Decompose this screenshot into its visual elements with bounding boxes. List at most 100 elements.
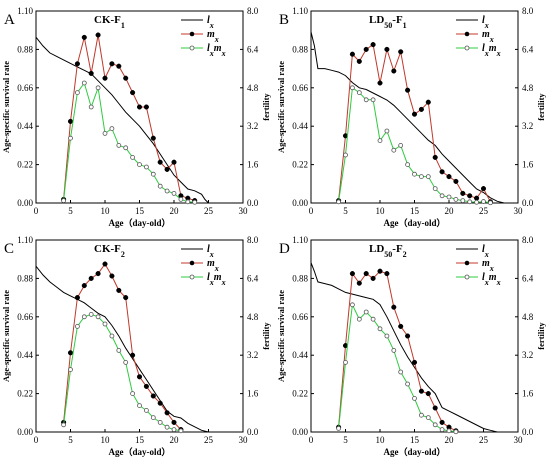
lxmx-point [150,415,156,421]
series-line-lxmx [338,303,456,433]
mx-point [157,159,163,165]
panel-letter: A [4,12,15,28]
lxmx-point [68,135,73,141]
x-tick-label: 5 [68,206,73,216]
y-left-axis-title: Age-specific survival rate [276,61,286,153]
mx-point [398,323,404,329]
x-axis-title: Age（day-old） [108,218,170,228]
y-left-tick-label: 0.44 [292,121,308,131]
legend-marker-lxmx [189,45,195,51]
y-right-tick-label: 4.8 [247,312,259,322]
legend-label-lx: lx [482,15,489,30]
lxmx-point [481,199,486,204]
y-right-tick-label: 0.0 [522,198,534,208]
lxmx-point [143,164,149,170]
y-left-tick-label: 0.00 [17,198,33,208]
y-left-axis-title: Age-specific survival rate [1,290,11,382]
mx-point [363,271,369,277]
mx-point [150,393,156,399]
y-left-tick-label: 1.10 [17,235,33,245]
lxmx-point [185,199,191,205]
panel-D: D LD50-F2 0 5 10 15 20 25 30 0.00 0.22 0.44 0.66 0.88… [276,235,546,457]
x-tick-label: 10 [376,435,386,445]
lxmx-point [370,316,376,322]
mx-point [398,49,404,55]
legend-marker-lxmx [464,274,470,280]
mx-point [123,75,129,81]
lxmx-point [453,196,459,202]
lxmx-point [88,104,94,110]
lxmx-point [336,199,342,205]
mx-point [164,166,170,172]
lxmx-point [384,128,390,134]
lxmx-point [75,90,80,95]
x-axis-title: Age（day-old） [383,218,445,228]
lxmx-point [123,145,129,151]
lxmx-point [130,391,136,397]
x-tick-label: 30 [514,435,524,445]
x-tick-label: 5 [68,435,73,445]
lxmx-point [95,314,101,320]
y-left-tick-label: 0.00 [17,427,33,437]
lxmx-point [171,427,177,433]
x-tick-label: 30 [239,435,249,445]
mx-point [164,410,170,416]
lxmx-point [349,85,355,91]
x-axis-title: Age（day-old） [108,447,170,457]
x-tick-label: 15 [410,435,420,445]
lxmx-point [412,395,417,401]
lxmx-point [157,183,163,189]
lxmx-point [61,422,66,428]
lxmx-point [164,188,170,194]
mx-point [425,99,431,105]
lxmx-point [405,162,411,168]
mx-point [109,273,115,279]
mx-point [171,159,177,165]
mx-point [88,70,94,76]
mx-point [418,106,424,112]
y-right-tick-label: 3.2 [522,350,533,360]
lxmx-point [487,200,493,206]
legend-marker-lxmx [464,45,470,51]
legend-marker-mx [189,31,195,37]
lxmx-point [356,316,362,322]
series-line-lxmx [338,86,491,204]
lxmx-point [377,138,383,144]
x-tick-label: 10 [376,206,386,216]
lxmx-point [157,419,163,425]
y-left-tick-label: 1.10 [292,235,308,245]
y-right-axis-title: fertility [261,93,271,121]
lxmx-point [432,186,438,192]
lxmx-point [88,311,94,317]
mx-point [446,174,452,180]
lxmx-point [102,130,108,136]
y-right-tick-label: 3.2 [247,121,258,131]
x-tick-label: 15 [135,435,145,445]
lxmx-point [150,171,156,177]
lxmx-point [109,333,115,339]
lxmx-point [343,359,348,365]
y-left-axis-title: Age-specific survival rate [1,61,11,153]
y-right-tick-label: 1.6 [522,160,534,170]
mx-point [391,304,397,310]
y-right-tick-label: 8.0 [522,235,534,245]
mx-point [384,271,390,277]
mx-point [95,32,101,38]
series-line-mx [338,43,491,203]
x-tick-label: 5 [343,206,348,216]
y-left-tick-label: 1.10 [17,6,33,16]
lxmx-point [453,429,459,435]
lxmx-point [460,198,466,204]
lxmx-point [418,412,424,418]
y-right-tick-label: 8.0 [247,6,259,16]
mx-point [453,178,459,184]
lxmx-point [123,359,129,365]
lxmx-point [439,193,445,199]
series-line-lx [35,265,209,433]
y-left-tick-label: 0.66 [292,83,308,93]
x-tick-label: 10 [101,206,111,216]
legend-label-mx: mx [207,258,219,273]
lxmx-point [343,152,348,158]
lxmx-point [398,142,404,148]
lxmx-point [102,321,108,327]
